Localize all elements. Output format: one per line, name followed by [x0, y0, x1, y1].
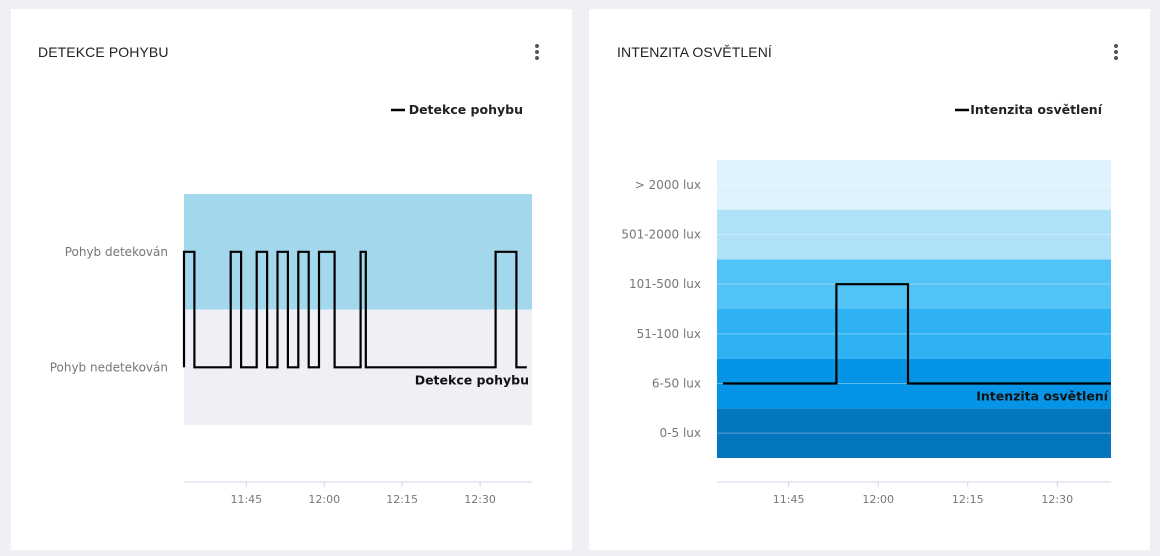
series-line [182, 250, 527, 369]
y-axis-label: > 2000 lux [635, 178, 701, 192]
plot-band [717, 259, 1111, 309]
y-axis-label: 0-5 lux [660, 426, 701, 440]
plot-band [717, 160, 1111, 210]
light-intensity-card: INTENZITA OSVĚTLENÍ 0-5 lux 6-50 lux 51-10… [589, 9, 1150, 550]
legend-label: Intenzita osvětlení [970, 102, 1103, 117]
x-tick-label: 12:15 [952, 493, 984, 506]
x-tick-label: 11:45 [230, 493, 262, 506]
card-title: DETEKCE POHYBU [38, 44, 169, 60]
series-line [723, 283, 1111, 385]
y-axis-label: Pohyb detekován [65, 245, 168, 259]
series-data-label: Detekce pohybu [415, 372, 529, 387]
more-vertical-icon[interactable] [1109, 42, 1123, 62]
x-tick-label: 12:15 [386, 493, 418, 506]
motion-chart: Pohyb nedetekován Pohyb detekován 11:45 12:… [50, 102, 532, 506]
card-title: INTENZITA OSVĚTLENÍ [617, 44, 772, 60]
y-axis-label: 101-500 lux [629, 277, 701, 291]
y-axis-label: Pohyb nedetekován [50, 360, 168, 374]
plot-band [717, 309, 1111, 359]
x-tick-label: 12:00 [862, 493, 894, 506]
x-tick-label: 12:30 [464, 493, 496, 506]
plot-band [717, 209, 1111, 260]
legend-label: Detekce pohybu [409, 102, 523, 117]
x-tick-label: 11:45 [773, 493, 805, 506]
y-axis-label: 501-2000 lux [621, 228, 701, 242]
series-data-label: Intenzita osvětlení [976, 389, 1109, 404]
more-vertical-icon[interactable] [530, 42, 544, 62]
y-axis-label: 51-100 lux [637, 327, 701, 341]
y-axis-label: 6-50 lux [652, 377, 701, 391]
plot-band [717, 408, 1111, 458]
light-chart: 0-5 lux 6-50 lux 51-100 lux 101-500 lux 501-… [621, 102, 1111, 506]
motion-detection-card: DETEKCE POHYBU Pohyb nedetekován Pohyb de… [11, 9, 572, 550]
x-tick-label: 12:00 [308, 493, 340, 506]
x-tick-label: 12:30 [1041, 493, 1073, 506]
